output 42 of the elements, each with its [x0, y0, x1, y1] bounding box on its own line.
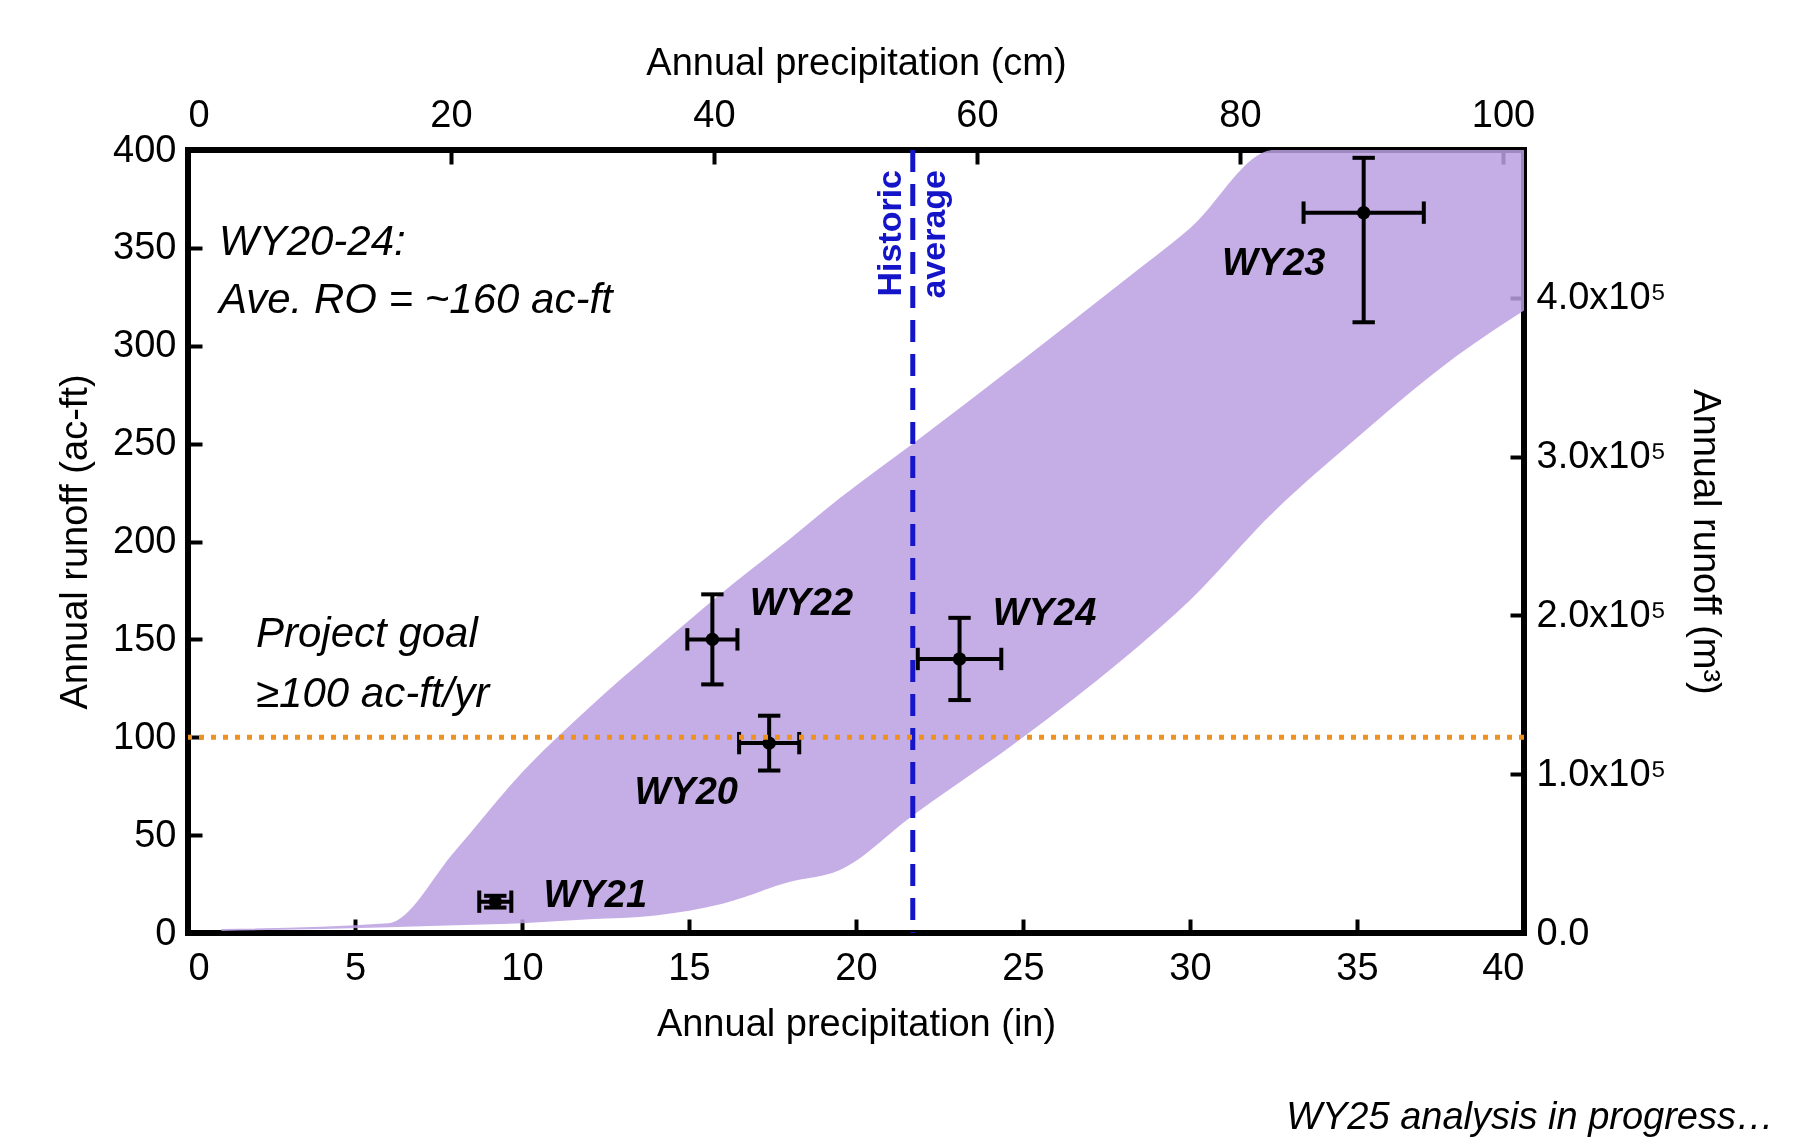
annotation: WY21	[543, 872, 648, 915]
x-tick-label: 25	[1002, 945, 1045, 988]
annotation: WY20	[634, 770, 738, 813]
x-tick-label: 30	[1169, 945, 1212, 988]
y2-tick-label: 4.0x10⁵	[1536, 275, 1667, 318]
x-tick-label: 35	[1336, 945, 1379, 988]
y2-axis-title: Annual runoff (m³)	[1686, 389, 1729, 695]
y-axis-title: Annual runoff (ac-ft)	[53, 374, 96, 710]
text: WY25 analysis in progress…	[1286, 1095, 1774, 1137]
x2-tick-label: 60	[956, 92, 999, 135]
annotation: WY23	[1221, 240, 1326, 283]
y-tick-label: 100	[113, 714, 177, 757]
annotation: WY24	[992, 590, 1097, 633]
y-tick-label: 50	[134, 812, 177, 855]
x-axis-title: Annual precipitation (in)	[656, 1001, 1057, 1044]
y2-tick-label: 0.0	[1536, 910, 1590, 953]
x-tick-label: 5	[344, 945, 367, 988]
x-tick-label: 20	[835, 945, 878, 988]
x2-tick-label: 40	[693, 92, 736, 135]
x-tick-label: 15	[668, 945, 711, 988]
y-tick-label: 200	[113, 519, 177, 561]
ref-line-label: Project goal ≥100 ac-ft/yr	[256, 609, 492, 716]
y-tick-label: 350	[113, 225, 177, 268]
x2-tick-label: 0	[188, 92, 210, 135]
x2-axis-title: Annual precipitation (cm)	[646, 40, 1067, 83]
x2-tick-label: 80	[1219, 92, 1262, 135]
y-tick-label: 0	[155, 910, 177, 953]
x2-tick-label: 100	[1471, 92, 1536, 135]
x-tick-label: 40	[1482, 945, 1525, 988]
x-tick-label: 0	[188, 945, 210, 988]
y2-tick-label: 2.0x10⁵	[1536, 592, 1667, 635]
y2-tick-label: 1.0x10⁵	[1536, 751, 1667, 794]
ref-line-label: Historic average	[869, 170, 952, 299]
x2-tick-label: 20	[430, 92, 473, 135]
annotation: WY22	[749, 581, 854, 624]
y-tick-label: 150	[113, 616, 177, 659]
y-tick-label: 300	[113, 323, 177, 366]
y2-tick-label: 3.0x10⁵	[1536, 434, 1667, 477]
x-tick-label: 10	[501, 945, 544, 988]
y-tick-label: 400	[113, 127, 177, 170]
annotation: WY20-24: Ave. RO = ~160 ac-ft	[216, 217, 616, 322]
y-tick-label: 250	[113, 421, 177, 464]
